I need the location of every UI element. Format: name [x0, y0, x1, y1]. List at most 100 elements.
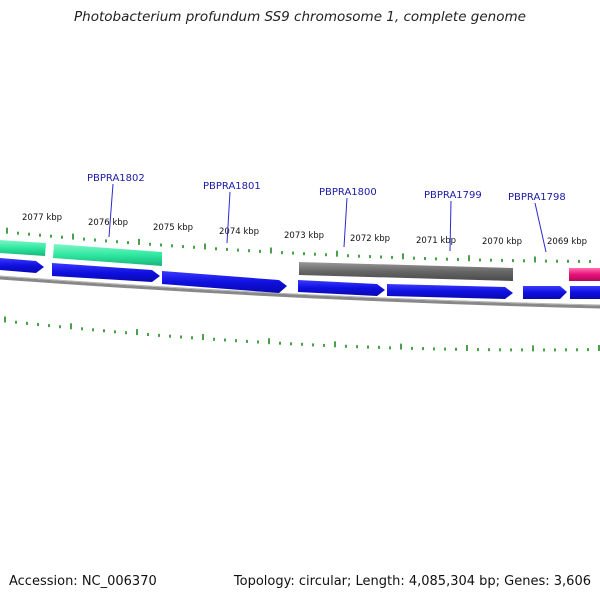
minor-tick — [378, 345, 380, 349]
minor-tick — [169, 334, 171, 338]
upper-tick-row — [6, 227, 591, 263]
minor-tick — [556, 259, 558, 263]
genome-summary-text: Topology: circular; Length: 4,085,304 bp… — [233, 574, 591, 589]
cds-arrow-1[interactable] — [0, 258, 44, 273]
gene-label-pbpra1800[interactable]: PBPRA1800 — [319, 187, 377, 198]
major-tick — [136, 329, 138, 336]
minor-tick — [312, 343, 314, 347]
minor-tick — [246, 339, 248, 343]
minor-tick — [422, 347, 424, 351]
feature-pink[interactable] — [569, 268, 600, 281]
minor-tick — [424, 257, 426, 260]
feature-green-left[interactable] — [0, 240, 46, 256]
gene-leader — [534, 202, 547, 253]
minor-tick — [292, 251, 294, 255]
minor-tick — [92, 328, 94, 332]
gene-leader — [449, 200, 452, 252]
feature-green[interactable] — [53, 244, 162, 266]
major-tick — [400, 343, 402, 350]
minor-tick — [94, 238, 96, 242]
minor-tick — [83, 237, 85, 241]
minor-tick — [444, 347, 446, 351]
minor-tick — [279, 341, 281, 345]
major-tick — [6, 227, 8, 234]
tick-label: 2076 kbp — [88, 218, 128, 228]
gene-label-pbpra1799[interactable]: PBPRA1799 — [424, 190, 482, 201]
cds-arrow-3[interactable] — [162, 271, 287, 293]
minor-tick — [215, 247, 217, 251]
minor-tick — [235, 339, 237, 343]
minor-tick — [28, 232, 30, 236]
minor-tick — [389, 346, 391, 350]
minor-tick — [290, 342, 292, 346]
minor-tick — [61, 235, 63, 239]
cds-arrow-7[interactable] — [570, 286, 600, 299]
cds-arrow-6[interactable] — [523, 286, 567, 299]
minor-tick — [26, 321, 28, 325]
major-tick — [72, 233, 74, 240]
major-tick — [598, 345, 600, 351]
minor-tick — [17, 231, 19, 235]
minor-tick — [477, 348, 479, 352]
minor-tick — [48, 324, 50, 328]
minor-tick — [554, 348, 556, 352]
minor-tick — [446, 257, 448, 261]
cds-arrow-4[interactable] — [298, 280, 385, 296]
minor-tick — [103, 329, 105, 333]
minor-tick — [510, 348, 512, 352]
major-tick — [534, 256, 536, 263]
minor-tick — [39, 233, 41, 237]
minor-tick — [325, 253, 327, 257]
minor-tick — [347, 254, 349, 258]
minor-tick — [589, 260, 591, 263]
minor-tick — [576, 348, 578, 352]
tick-label: 2070 kbp — [482, 237, 522, 247]
cds-arrow-5[interactable] — [387, 284, 513, 299]
minor-tick — [413, 256, 415, 260]
gene-label-pbpra1798[interactable]: PBPRA1798 — [508, 192, 566, 203]
minor-tick — [105, 239, 107, 243]
minor-tick — [281, 251, 283, 255]
cds-arrow-2[interactable] — [52, 263, 160, 282]
minor-tick — [411, 346, 413, 350]
major-tick — [268, 338, 270, 345]
minor-tick — [323, 343, 325, 347]
minor-tick — [50, 234, 52, 238]
feature-gray[interactable] — [299, 262, 513, 281]
major-tick — [4, 316, 6, 323]
lower-tick-row — [4, 316, 600, 352]
minor-tick — [521, 348, 523, 352]
minor-tick — [567, 259, 569, 263]
major-tick — [466, 345, 468, 351]
minor-tick — [455, 347, 457, 351]
minor-tick — [127, 241, 129, 245]
major-tick — [138, 238, 140, 245]
minor-tick — [171, 244, 173, 248]
minor-tick — [180, 335, 182, 339]
minor-tick — [191, 336, 193, 340]
tick-label: 2074 kbp — [219, 227, 259, 237]
gene-label-pbpra1802[interactable]: PBPRA1802 — [87, 173, 145, 184]
minor-tick — [301, 342, 303, 346]
gene-label-pbpra1801[interactable]: PBPRA1801 — [203, 181, 261, 192]
major-tick — [336, 250, 338, 257]
minor-tick — [125, 331, 127, 335]
tick-label: 2071 kbp — [416, 236, 456, 246]
minor-tick — [15, 320, 17, 324]
gene-leader — [343, 197, 348, 248]
minor-tick — [160, 243, 162, 247]
minor-tick — [81, 327, 83, 331]
minor-tick — [303, 252, 305, 256]
minor-tick — [114, 330, 116, 334]
minor-tick — [149, 242, 151, 246]
minor-tick — [435, 257, 437, 261]
minor-tick — [543, 348, 545, 352]
minor-tick — [490, 258, 492, 262]
major-tick — [402, 253, 404, 260]
major-tick — [334, 341, 336, 348]
tick-label: 2072 kbp — [350, 234, 390, 244]
minor-tick — [356, 345, 358, 349]
minor-tick — [358, 254, 360, 258]
major-tick — [204, 243, 206, 250]
